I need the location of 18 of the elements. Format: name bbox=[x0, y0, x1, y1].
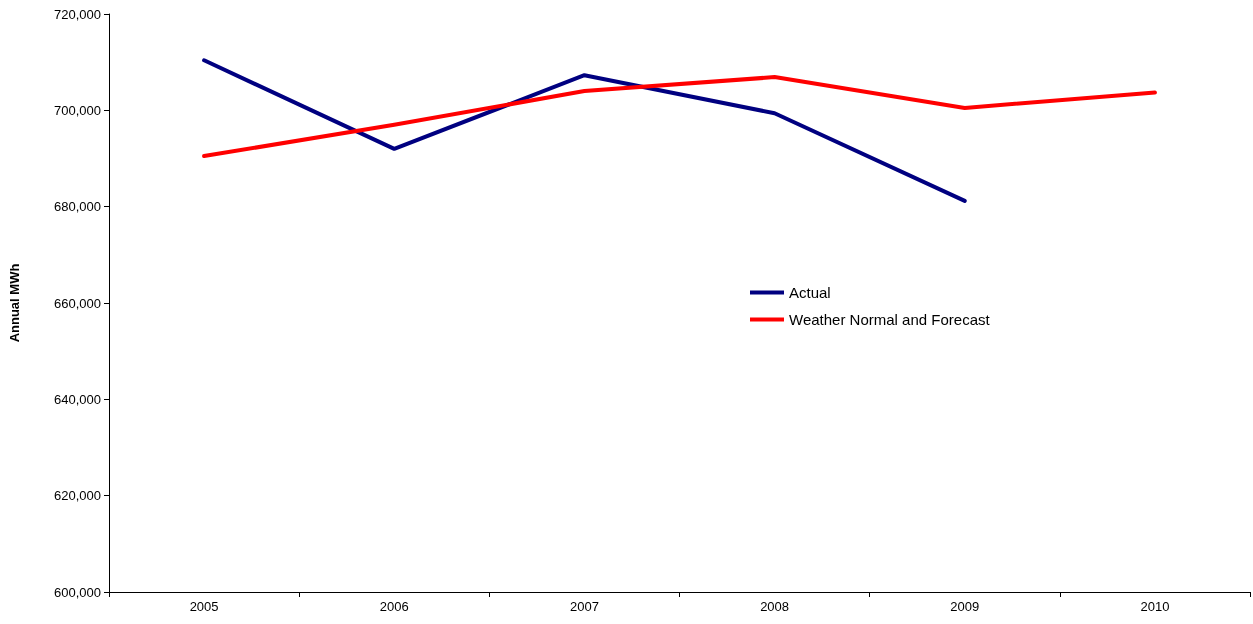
x-tick-label: 2009 bbox=[950, 599, 980, 614]
y-tick-label: 600,000 bbox=[54, 584, 101, 600]
y-tick-label: 620,000 bbox=[54, 488, 101, 504]
line-series bbox=[202, 75, 1157, 159]
y-axis-title: Annual MWh bbox=[7, 263, 22, 343]
x-tick-label: 2005 bbox=[189, 599, 219, 614]
y-tick-label: 660,000 bbox=[54, 295, 101, 311]
y-tick-label: 720,000 bbox=[54, 6, 101, 22]
legend-label: Weather Normal and Forecast bbox=[789, 311, 991, 328]
legend-label: Actual bbox=[789, 284, 831, 301]
x-tick-label: 2007 bbox=[569, 599, 599, 614]
x-tick-label: 2006 bbox=[379, 599, 409, 614]
x-tick-label: 2008 bbox=[760, 599, 790, 614]
y-tick-label: 700,000 bbox=[54, 102, 101, 118]
line-series bbox=[202, 58, 967, 203]
y-tick-label: 680,000 bbox=[54, 199, 101, 215]
y-tick-label: 640,000 bbox=[54, 391, 101, 407]
x-tick-label: 2010 bbox=[1140, 599, 1170, 614]
